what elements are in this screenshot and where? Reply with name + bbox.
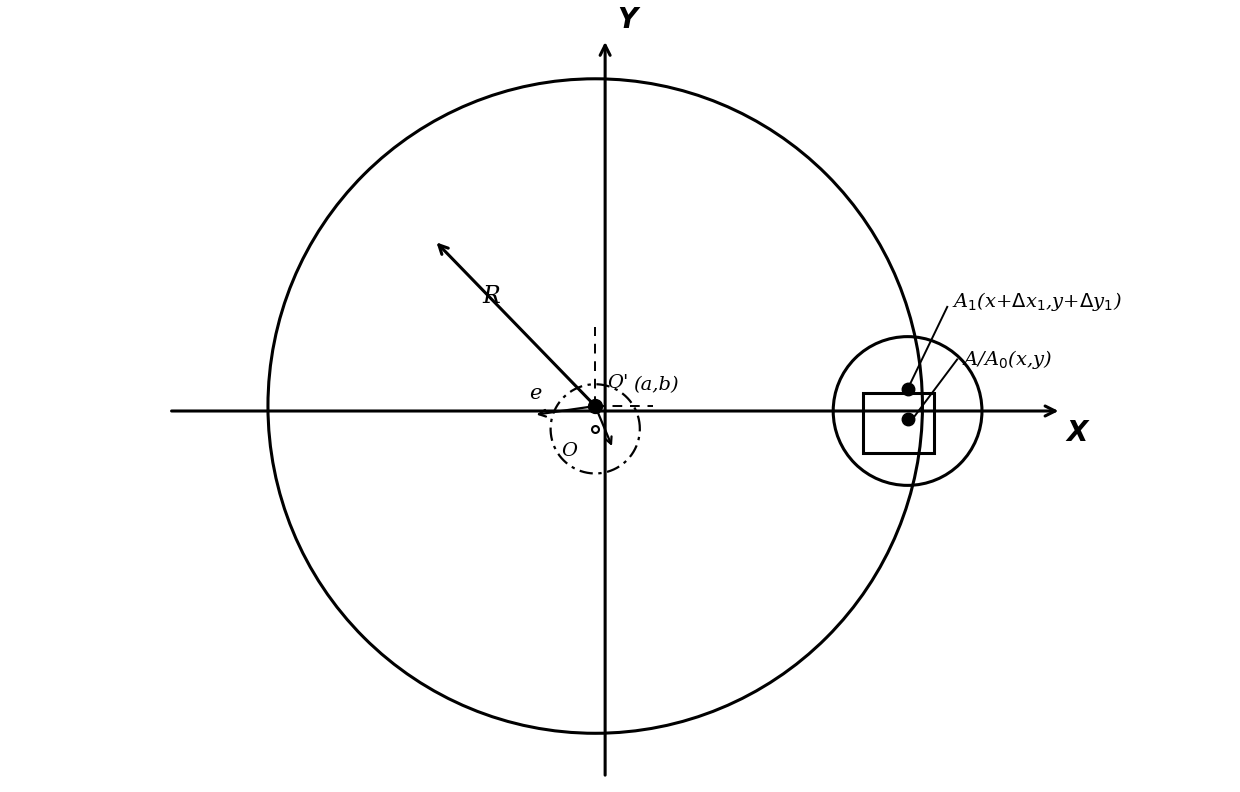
- Text: e: e: [529, 383, 542, 402]
- Text: X: X: [1066, 419, 1087, 447]
- Text: O: O: [562, 442, 578, 459]
- Text: Y: Y: [616, 6, 637, 34]
- Bar: [863, 393, 935, 453]
- Text: R: R: [482, 285, 500, 308]
- Text: A$_1$(x+$\Delta$x$_1$,y+$\Delta$y$_1$): A$_1$(x+$\Delta$x$_1$,y+$\Delta$y$_1$): [952, 291, 1122, 314]
- Text: (a,b): (a,b): [632, 376, 678, 394]
- Text: A/A$_0$(x,y): A/A$_0$(x,y): [962, 348, 1053, 371]
- Text: O': O': [608, 374, 629, 392]
